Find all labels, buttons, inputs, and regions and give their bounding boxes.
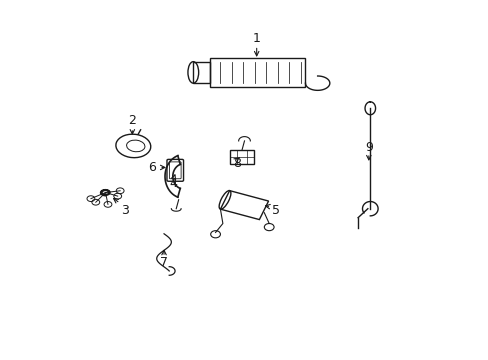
Text: 8: 8 — [233, 157, 241, 170]
Text: 7: 7 — [160, 256, 168, 269]
Text: 9: 9 — [364, 141, 372, 154]
Text: 4: 4 — [169, 177, 177, 190]
Text: 6: 6 — [147, 161, 156, 174]
Text: 3: 3 — [121, 204, 129, 217]
Text: 1: 1 — [252, 32, 260, 45]
Text: 2: 2 — [128, 114, 136, 127]
Text: 5: 5 — [272, 204, 280, 217]
